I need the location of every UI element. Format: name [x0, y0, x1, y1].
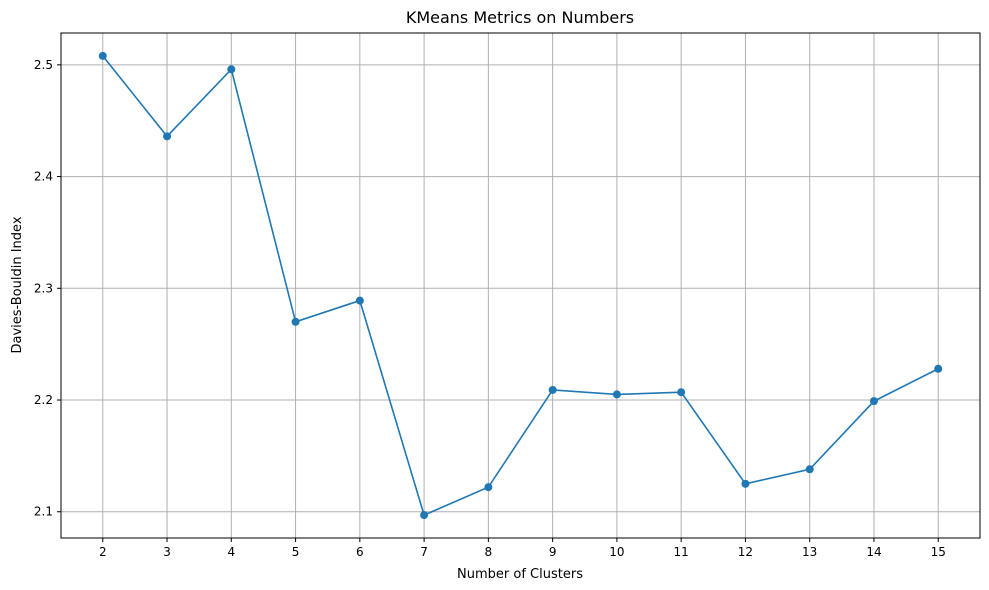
- x-tick-label: 5: [292, 545, 300, 559]
- data-point-marker: [420, 511, 429, 520]
- y-tick-label: 2.4: [34, 170, 53, 184]
- data-point-marker: [677, 388, 686, 397]
- x-tick-label: 10: [609, 545, 624, 559]
- x-tick-label: 13: [802, 545, 817, 559]
- y-tick-label: 2.1: [34, 505, 53, 519]
- x-axis-ticks: 2 3 4 5 6 7 8 9 10 11 12 13 14 15: [99, 538, 946, 559]
- plot-area-frame: [60, 32, 981, 539]
- data-point-marker: [869, 397, 878, 406]
- data-point-marker: [805, 465, 814, 474]
- data-point-marker: [355, 296, 364, 305]
- x-tick-label: 9: [549, 545, 557, 559]
- x-tick-label: 7: [420, 545, 428, 559]
- x-tick-label: 6: [356, 545, 364, 559]
- series-line: [102, 55, 939, 517]
- x-tick-label: 11: [674, 545, 689, 559]
- y-tick-label: 2.3: [34, 281, 53, 295]
- x-tick-label: 3: [163, 545, 171, 559]
- y-axis-label: Davies-Bouldin Index: [10, 216, 25, 353]
- data-point-marker: [934, 364, 943, 373]
- data-point-marker: [291, 317, 300, 326]
- x-tick-label: 14: [866, 545, 881, 559]
- x-tick-label: 15: [931, 545, 946, 559]
- chart-title: KMeans Metrics on Numbers: [406, 8, 634, 27]
- x-axis-label: Number of Clusters: [457, 567, 583, 582]
- data-point-marker: [98, 51, 107, 60]
- x-tick-label: 2: [99, 545, 107, 559]
- data-point-marker: [741, 479, 750, 488]
- y-axis-ticks: 2.1 2.2 2.3 2.4 2.5: [34, 58, 61, 519]
- y-tick-label: 2.5: [34, 58, 53, 72]
- x-tick-label: 8: [485, 545, 493, 559]
- data-point-marker: [163, 132, 172, 141]
- data-point-marker: [227, 65, 236, 74]
- x-tick-label: 12: [738, 545, 753, 559]
- y-tick-label: 2.2: [34, 393, 53, 407]
- data-point-marker: [484, 483, 493, 492]
- data-point-marker: [612, 390, 621, 399]
- grid-lines: [61, 33, 980, 538]
- data-series: [98, 51, 943, 520]
- x-tick-label: 4: [227, 545, 235, 559]
- data-point-marker: [548, 385, 557, 394]
